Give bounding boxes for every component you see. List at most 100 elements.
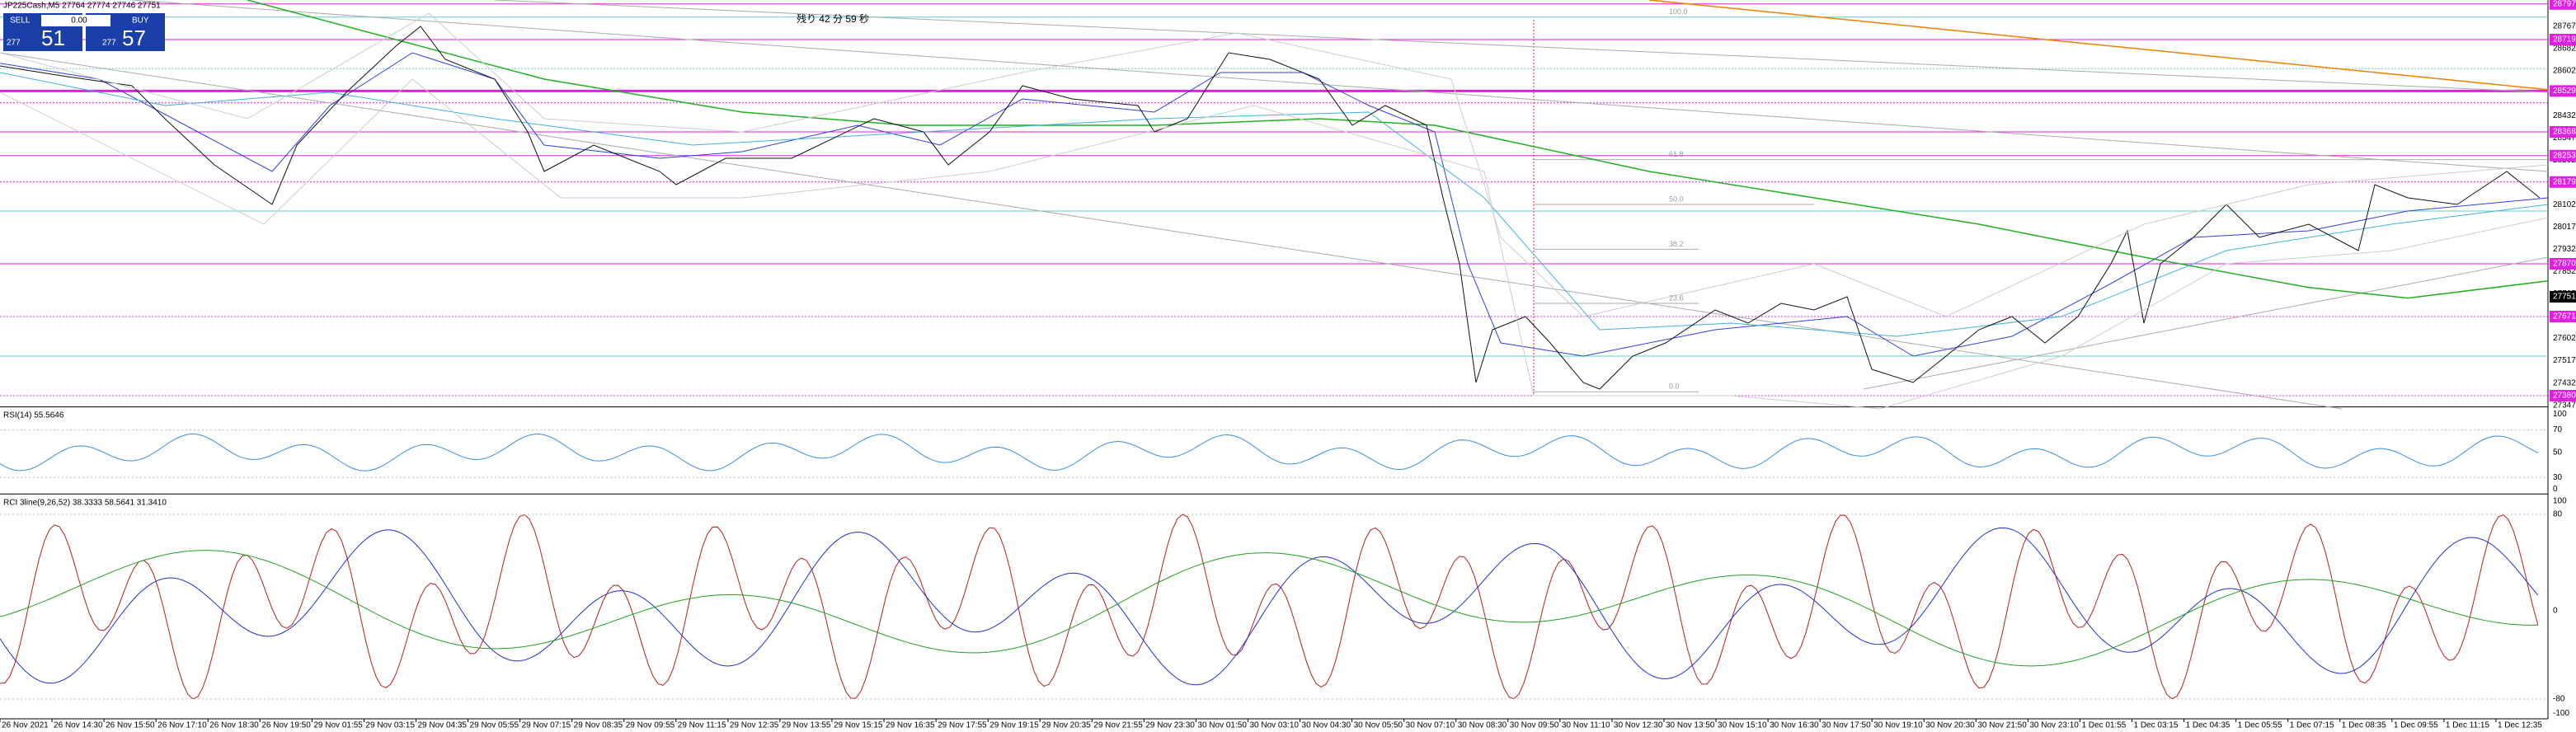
current-price: 27751 xyxy=(2553,293,2576,302)
rci-axis-label: 100 xyxy=(2553,497,2567,506)
rci-label: RCI 3line(9,26,52) 38.3333 58.5641 31.34… xyxy=(3,499,167,508)
time-axis-label: 30 Nov 13:50 xyxy=(1666,721,1715,730)
level-label-bg xyxy=(2550,176,2576,188)
time-axis-label: 30 Nov 01:50 xyxy=(1197,721,1247,730)
time-axis-label: 29 Nov 05:55 xyxy=(470,721,519,730)
time-axis-label: 1 Dec 07:15 xyxy=(2290,721,2334,730)
time-axis-label: 1 Dec 08:35 xyxy=(2342,721,2386,730)
price-axis-label: 27602 xyxy=(2553,334,2576,343)
level-label-bg xyxy=(2550,258,2576,270)
level-label: 28719 xyxy=(2553,35,2576,45)
time-axis-label: 30 Nov 16:30 xyxy=(1770,721,1819,730)
rsi-axis-label: 0 xyxy=(2553,485,2558,494)
time-axis-label: 29 Nov 20:35 xyxy=(1041,721,1091,730)
sell-price-big: 277 xyxy=(7,39,21,48)
time-axis-label: 1 Dec 01:55 xyxy=(2081,721,2126,730)
level-label: 27380 xyxy=(2553,392,2576,401)
time-axis-label: 1 Dec 11:15 xyxy=(2446,721,2490,730)
level-label: 28529 xyxy=(2553,87,2576,96)
level-label: 27870 xyxy=(2553,260,2576,269)
time-axis-label: 30 Nov 09:50 xyxy=(1510,721,1559,730)
time-axis-label: 29 Nov 03:15 xyxy=(365,721,415,730)
symbol-header: JP225Cash,M5 27764 27774 27746 27751 xyxy=(3,2,161,11)
price-axis-label: 28767 xyxy=(2553,22,2576,31)
lots-field[interactable] xyxy=(41,15,110,26)
time-axis-label: 30 Nov 04:30 xyxy=(1302,721,1351,730)
time-axis-label: 30 Nov 15:10 xyxy=(1718,721,1767,730)
level-label-bg xyxy=(2550,126,2576,138)
price-axis-label: 27432 xyxy=(2553,378,2576,387)
price-axis-label: 27517 xyxy=(2553,356,2576,365)
level-label-bg xyxy=(2550,85,2576,97)
time-axis-label: 1 Dec 12:35 xyxy=(2498,721,2542,730)
rsi-axis-label: 70 xyxy=(2553,425,2563,434)
time-axis-label: 1 Dec 03:15 xyxy=(2134,721,2179,730)
price-axis-label: 28017 xyxy=(2553,223,2576,232)
time-axis-label: 1 Dec 09:55 xyxy=(2394,721,2438,730)
countdown: 残り 42 分 59 秒 xyxy=(797,13,869,25)
time-axis-label: 30 Nov 12:30 xyxy=(1614,721,1663,730)
rsi-label: RSI(14) 55.5646 xyxy=(3,411,64,420)
rci-axis-label: -100 xyxy=(2553,709,2569,718)
price-axis-label: 28602 xyxy=(2553,67,2576,76)
rci-axis-label: -80 xyxy=(2553,695,2565,704)
time-axis-label: 29 Nov 01:55 xyxy=(313,721,363,730)
time-axis-label: 29 Nov 16:35 xyxy=(886,721,935,730)
fib-label: 61.8 xyxy=(1669,150,1684,158)
sell-price-small: 51 xyxy=(41,26,65,50)
time-axis-label: 29 Nov 17:55 xyxy=(938,721,987,730)
level-label-bg xyxy=(2550,149,2576,162)
level-label: 28368 xyxy=(2553,128,2576,137)
time-axis-label: 26 Nov 14:30 xyxy=(54,721,103,730)
time-axis-label: 30 Nov 21:50 xyxy=(1977,721,2027,730)
time-axis-label: 29 Nov 11:15 xyxy=(678,721,726,730)
time-axis-label: 26 Nov 2021 xyxy=(2,721,49,730)
lots-value[interactable]: 0.00 xyxy=(71,16,87,26)
chart-drawing xyxy=(0,0,2548,719)
time-axis-label: 30 Nov 08:30 xyxy=(1458,721,1507,730)
level-label-bg xyxy=(2550,390,2576,401)
buy-price-big: 277 xyxy=(102,39,116,48)
time-axis-label: 29 Nov 23:30 xyxy=(1145,721,1195,730)
rsi-axis-label: 100 xyxy=(2553,410,2567,419)
rsi-axis-label: 50 xyxy=(2553,448,2563,457)
time-axis-label: 29 Nov 13:55 xyxy=(782,721,831,730)
price-axis-label: 28347 xyxy=(2553,134,2576,143)
rci-axis-label: 0 xyxy=(2553,606,2558,615)
rsi-axis-label: 30 xyxy=(2553,473,2563,482)
time-axis-label: 1 Dec 04:35 xyxy=(2186,721,2230,730)
time-axis-label: 30 Nov 17:50 xyxy=(1822,721,1871,730)
time-axis-label: 29 Nov 15:15 xyxy=(834,721,883,730)
time-axis-label: 29 Nov 19:15 xyxy=(990,721,1039,730)
price-axis-label: 28102 xyxy=(2553,200,2576,209)
time-axis-label: 29 Nov 08:35 xyxy=(574,721,623,730)
buy-price-small: 57 xyxy=(122,26,146,50)
fib-label: 23.6 xyxy=(1669,293,1684,302)
time-axis-label: 30 Nov 05:50 xyxy=(1354,721,1403,730)
buy-button[interactable]: BUY xyxy=(132,16,149,26)
rci-axis-label: 80 xyxy=(2553,510,2563,519)
level-label: 28797 xyxy=(2553,0,2576,8)
time-axis-label: 29 Nov 12:35 xyxy=(730,721,779,730)
time-axis-label: 26 Nov 18:30 xyxy=(209,721,259,730)
time-axis-label: 29 Nov 07:15 xyxy=(522,721,571,730)
fib-label: 100.0 xyxy=(1669,7,1688,16)
level-label-bg xyxy=(2550,34,2576,45)
time-axis-label: 26 Nov 17:10 xyxy=(157,721,207,730)
time-axis-label: 29 Nov 21:55 xyxy=(1093,721,1143,730)
time-axis-label: 30 Nov 23:10 xyxy=(2029,721,2079,730)
time-axis-label: 30 Nov 11:10 xyxy=(1562,721,1610,730)
time-axis-label: 1 Dec 05:55 xyxy=(2238,721,2282,730)
fib-label: 38.2 xyxy=(1669,240,1684,248)
time-axis-label: 26 Nov 19:50 xyxy=(261,721,311,730)
level-label: 28179 xyxy=(2553,177,2576,186)
time-axis-label: 29 Nov 09:55 xyxy=(626,721,675,730)
time-axis-label: 29 Nov 04:35 xyxy=(417,721,467,730)
current-price-bg xyxy=(2550,291,2576,303)
level-label: 27671 xyxy=(2553,312,2576,321)
sell-button[interactable]: SELL xyxy=(10,16,31,26)
price-axis-label: 27347 xyxy=(2553,401,2576,410)
time-axis-label: 30 Nov 19:10 xyxy=(1873,721,1923,730)
time-axis-label: 30 Nov 07:10 xyxy=(1406,721,1455,730)
